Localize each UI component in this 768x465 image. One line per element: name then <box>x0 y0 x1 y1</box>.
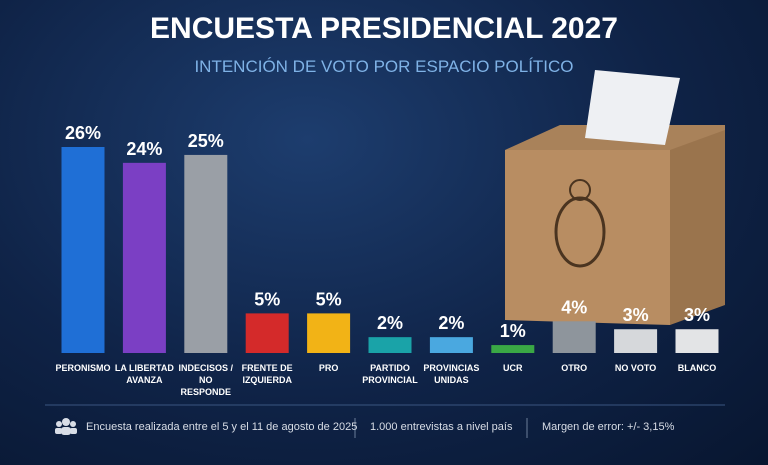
value-label: 4% <box>561 297 587 317</box>
bar <box>429 337 473 353</box>
value-label: 25% <box>188 131 224 151</box>
category-label: BLANCO <box>677 363 717 373</box>
category-label: UCR <box>503 363 523 373</box>
bar <box>307 313 351 353</box>
footer-text: Encuesta realizada entre el 5 y el 11 de… <box>86 421 358 433</box>
bar <box>184 154 228 353</box>
value-label: 2% <box>377 313 403 333</box>
value-label: 1% <box>500 321 526 341</box>
chart-subtitle: INTENCIÓN DE VOTO POR ESPACIO POLÍTICO <box>194 57 573 76</box>
footer-text: Margen de error: +/- 3,15% <box>542 421 675 433</box>
people-icon <box>55 418 77 435</box>
bar <box>368 337 412 353</box>
bar <box>245 313 289 353</box>
category-label: PROVINCIAS UNIDAS <box>423 363 480 385</box>
value-label: 3% <box>684 305 710 325</box>
category-label: OTRO <box>561 363 588 373</box>
bar <box>122 162 166 353</box>
bar <box>614 329 658 353</box>
category-label: PARTIDO PROVINCIAL <box>362 363 418 385</box>
category-label: PRO <box>318 363 339 373</box>
chart-title: ENCUESTA PRESIDENCIAL 2027 <box>150 12 618 45</box>
value-label: 26% <box>65 123 101 143</box>
footer-text: 1.000 entrevistas a nivel país <box>370 421 513 433</box>
bar <box>491 345 535 353</box>
value-label: 5% <box>254 289 280 309</box>
value-label: 2% <box>438 313 464 333</box>
bar <box>675 329 719 353</box>
category-label: FRENTE DE IZQUIERDA <box>241 363 293 385</box>
bar <box>61 147 105 353</box>
category-label: INDECISOS / NO RESPONDE <box>178 363 234 397</box>
category-label: PERONISMO <box>55 363 111 373</box>
category-label: LA LIBERTAD AVANZA <box>114 363 174 385</box>
category-label: NO VOTO <box>614 363 657 373</box>
ballot-box <box>505 70 725 325</box>
value-label: 3% <box>623 305 649 325</box>
value-label: 5% <box>316 289 342 309</box>
value-label: 24% <box>126 139 162 159</box>
bar <box>552 321 596 353</box>
